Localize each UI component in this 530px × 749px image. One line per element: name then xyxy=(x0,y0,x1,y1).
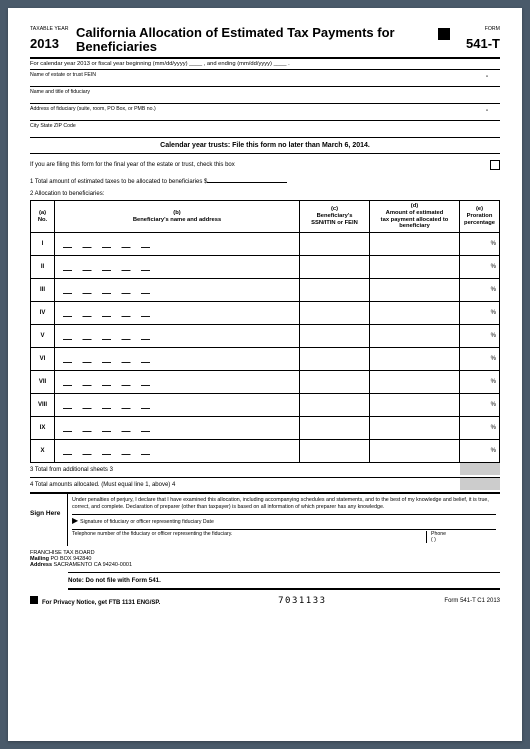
perjury-text: Under penalties of perjury, I declare th… xyxy=(72,497,496,510)
line-3-row: 3 Total from additional sheets 3 xyxy=(30,463,500,478)
name-cell[interactable]: — — — — — xyxy=(55,233,300,256)
footer: For Privacy Notice, get FTB 1131 ENG/SP.… xyxy=(30,590,500,606)
line-1-text: 1 Total amount of estimated taxes to be … xyxy=(30,179,207,185)
amt-cell[interactable] xyxy=(370,302,460,325)
shaded-cell xyxy=(460,463,500,475)
table-row: VIII— — — — —% xyxy=(31,394,500,417)
name-cell[interactable]: — — — — — xyxy=(55,348,300,371)
footer-code: 7031133 xyxy=(278,596,326,606)
phone-paren: ( ) xyxy=(431,537,496,543)
table-row: II— — — — —% xyxy=(31,256,500,279)
name-cell[interactable]: — — — — — xyxy=(55,371,300,394)
title-block: California Allocation of Estimated Tax P… xyxy=(70,26,434,55)
signature-row: ▶Signature of fiduciary or officer repre… xyxy=(72,514,496,525)
form-label: FORM xyxy=(454,26,500,32)
ssn-cell[interactable] xyxy=(300,371,370,394)
tax-year: 2013 xyxy=(30,36,70,51)
col-c-header: (c)Beneficiary'sSSN/ITIN or FEIN xyxy=(300,200,370,233)
name-cell[interactable]: — — — — — xyxy=(55,440,300,463)
estate-name-label: Name of estate or trust FEIN xyxy=(30,72,96,78)
signature-block: Sign Here Under penalties of perjury, I … xyxy=(30,493,500,546)
amt-cell[interactable] xyxy=(370,325,460,348)
signature-field[interactable]: ▶Signature of fiduciary or officer repre… xyxy=(72,516,426,525)
address-field[interactable]: Address of fiduciary (suite, room, PO Bo… xyxy=(30,104,500,121)
table-row: X— — — — —% xyxy=(31,440,500,463)
note-line: Note: Do not file with Form 541. xyxy=(68,572,500,590)
phone-field[interactable]: Phone ( ) xyxy=(426,531,496,543)
table-row: I— — — — —% xyxy=(31,233,500,256)
table-row: VII— — — — —% xyxy=(31,371,500,394)
col-e-header: (e)Prorationpercentage xyxy=(460,200,500,233)
ssn-cell[interactable] xyxy=(300,233,370,256)
line-1: 1 Total amount of estimated taxes to be … xyxy=(30,176,500,188)
amt-cell[interactable] xyxy=(370,256,460,279)
ssn-cell[interactable] xyxy=(300,256,370,279)
amt-cell[interactable] xyxy=(370,348,460,371)
sign-body: Under penalties of perjury, I declare th… xyxy=(68,494,500,546)
taxable-year-block: TAXABLE YEAR 2013 xyxy=(30,26,70,51)
name-cell[interactable]: — — — — — xyxy=(55,302,300,325)
final-year-text: If you are filing this form for the fina… xyxy=(30,162,235,168)
csz-field[interactable]: City State ZIP Code xyxy=(30,121,500,138)
ssn-cell[interactable] xyxy=(300,325,370,348)
amt-cell[interactable] xyxy=(370,417,460,440)
table-row: V— — — — —% xyxy=(31,325,500,348)
col-d-header: (d)Amount of estimatedtax payment alloca… xyxy=(370,200,460,233)
line-4-row: 4 Total amounts allocated. (Must equal l… xyxy=(30,478,500,493)
form-title: California Allocation of Estimated Tax P… xyxy=(76,26,434,55)
col-a-header: (a)No. xyxy=(31,200,55,233)
sign-here-label: Sign Here xyxy=(30,494,68,546)
ftb-line-3: Address SACRAMENTO CA 94240-0001 xyxy=(30,562,500,568)
fiduciary-name-label: Name and title of fiduciary xyxy=(30,89,90,95)
address-label: Address of fiduciary (suite, room, PO Bo… xyxy=(30,106,156,112)
ssn-cell[interactable] xyxy=(300,348,370,371)
ssn-cell[interactable] xyxy=(300,279,370,302)
taxable-year-label: TAXABLE YEAR xyxy=(30,26,70,32)
allocation-table: (a)No. (b)Beneficiary's name and address… xyxy=(30,200,500,464)
name-cell[interactable]: — — — — — xyxy=(55,325,300,348)
table-row: VI— — — — —% xyxy=(31,348,500,371)
ssn-cell[interactable] xyxy=(300,417,370,440)
ftb-address: FRANCHISE TAX BOARD Mailing Mailing PO B… xyxy=(30,546,500,572)
signature-label: Signature of fiduciary or officer repres… xyxy=(80,519,214,525)
form-number-block: FORM 541-T xyxy=(454,26,500,51)
line-2: 2 Allocation to beneficiaries: xyxy=(30,188,500,200)
amt-cell[interactable] xyxy=(370,371,460,394)
estate-name-field[interactable]: Name of estate or trust FEIN" xyxy=(30,70,500,87)
privacy-notice: For Privacy Notice, get FTB 1131 ENG/SP. xyxy=(30,596,160,606)
table-row: IX— — — — —% xyxy=(31,417,500,440)
line-3-text: 3 Total from additional sheets 3 xyxy=(30,467,370,473)
name-cell[interactable]: — — — — — xyxy=(55,394,300,417)
telephone-row: Telephone number of the fiduciary or off… xyxy=(72,529,496,543)
deadline-notice: Calendar year trusts: File this form no … xyxy=(30,138,500,154)
form-page: TAXABLE YEAR 2013 California Allocation … xyxy=(8,8,522,741)
telephone-label: Telephone number of the fiduciary or off… xyxy=(72,531,426,543)
name-cell[interactable]: — — — — — xyxy=(55,256,300,279)
amt-cell[interactable] xyxy=(370,233,460,256)
table-row: III— — — — —% xyxy=(31,279,500,302)
name-cell[interactable]: — — — — — xyxy=(55,279,300,302)
form-number: 541-T xyxy=(454,36,500,51)
fiscal-year-line: For calendar year 2013 or fiscal year be… xyxy=(30,59,500,70)
form-header: TAXABLE YEAR 2013 California Allocation … xyxy=(30,26,500,59)
amt-cell[interactable] xyxy=(370,440,460,463)
amt-cell[interactable] xyxy=(370,279,460,302)
marker-square xyxy=(438,28,450,40)
col-b-header: (b)Beneficiary's name and address xyxy=(55,200,300,233)
footer-right: Form 541-T C1 2013 xyxy=(444,598,500,604)
triangle-icon: ▶ xyxy=(72,516,78,525)
csz-label: City State ZIP Code xyxy=(30,123,76,129)
amt-cell[interactable] xyxy=(370,394,460,417)
final-year-row: If you are filing this form for the fina… xyxy=(30,154,500,176)
fiduciary-name-field[interactable]: Name and title of fiduciary xyxy=(30,87,500,104)
ssn-cell[interactable] xyxy=(300,394,370,417)
shaded-cell xyxy=(460,478,500,490)
final-year-checkbox[interactable] xyxy=(490,160,500,170)
line-4-text: 4 Total amounts allocated. (Must equal l… xyxy=(30,482,370,488)
ssn-cell[interactable] xyxy=(300,440,370,463)
table-row: IV— — — — —% xyxy=(31,302,500,325)
name-cell[interactable]: — — — — — xyxy=(55,417,300,440)
ssn-cell[interactable] xyxy=(300,302,370,325)
line-1-input[interactable] xyxy=(207,182,287,183)
